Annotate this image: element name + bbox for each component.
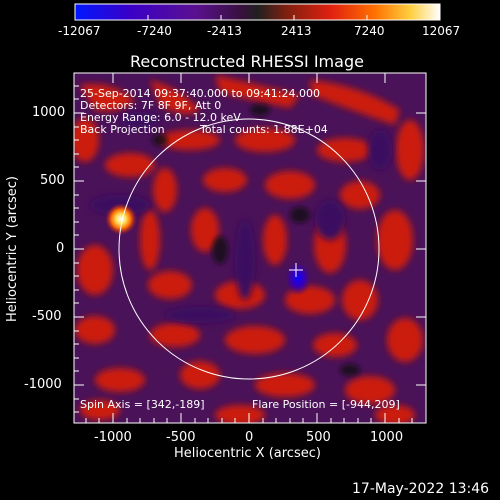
colorbar-gradient (74, 3, 441, 21)
y-tick-label: 1000 (32, 105, 66, 120)
y-tick-label: 0 (56, 241, 65, 256)
y-tick-label: -1000 (24, 377, 62, 392)
colorbar-tick: -12067 (58, 24, 101, 38)
colorbar-tick: 12067 (422, 24, 461, 38)
x-tick-label: -1000 (94, 430, 132, 445)
flare-source (105, 203, 137, 235)
axis-minor-ticks (74, 85, 413, 423)
x-axis-label: Heliocentric X (arcsec) (174, 446, 321, 461)
timestamp: 17-May-2022 13:46 (352, 481, 490, 497)
colorbar (74, 3, 441, 21)
negative-dip (284, 260, 312, 296)
x-tick-label: -500 (166, 430, 196, 445)
flare-position-text: Flare Position = [-944,209] (252, 398, 400, 411)
plot-title: Reconstructed RHESSI Image (130, 52, 364, 71)
spin-axis-marker (289, 263, 303, 277)
total-counts-text: Total counts: 1.88E+04 (200, 123, 328, 136)
plot-frame (73, 72, 427, 424)
colorbar-tick: 2413 (281, 24, 312, 38)
solar-limb-circle (118, 118, 380, 380)
method-text: Back Projection (80, 123, 165, 136)
x-tick-label: 0 (245, 430, 254, 445)
energy-range-text: Energy Range: 6.0 - 12.0 keV (80, 111, 241, 124)
detectors-text: Detectors: 7F 8F 9F, Att 0 (80, 99, 222, 112)
time-range-text: 25-Sep-2014 09:37:40.000 to 09:41:24.000 (80, 87, 320, 100)
spin-axis-text: Spin Axis = [342,-189] (80, 398, 205, 411)
y-tick-label: 500 (40, 173, 65, 188)
x-tick-label: 500 (306, 430, 331, 445)
x-tick-label: 1000 (370, 430, 404, 445)
colorbar-tick: -2413 (207, 24, 242, 38)
reconstructed-image (74, 73, 426, 423)
axis-ticks (74, 73, 426, 423)
colorbar-tick: -7240 (137, 24, 172, 38)
y-axis-label: Heliocentric Y (arcsec) (5, 176, 20, 322)
y-tick-label: -500 (32, 309, 62, 324)
colorbar-tick: 7240 (354, 24, 385, 38)
